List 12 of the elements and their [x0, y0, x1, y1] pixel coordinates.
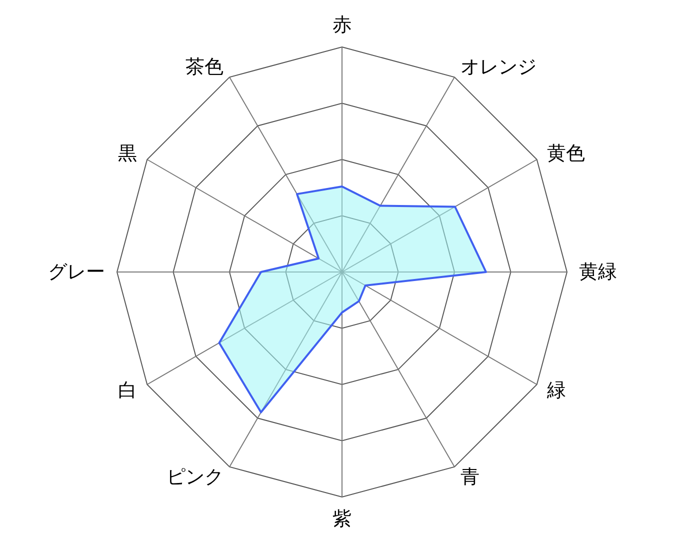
spoke-label: 黄緑	[579, 261, 617, 283]
spoke-label: 青	[460, 466, 480, 488]
spoke-label: グレー	[48, 261, 105, 283]
spoke-label: 黒	[118, 142, 137, 164]
spoke-label: 緑	[546, 380, 566, 402]
spoke-label: 茶色	[186, 56, 224, 78]
spoke-label: ピンク	[166, 466, 224, 488]
spoke-label: 白	[118, 380, 137, 402]
spoke-label: 赤	[332, 14, 352, 36]
spoke-label: オレンジ	[460, 56, 536, 78]
spoke-label: 紫	[332, 508, 352, 530]
spoke-label: 黄色	[547, 142, 586, 164]
